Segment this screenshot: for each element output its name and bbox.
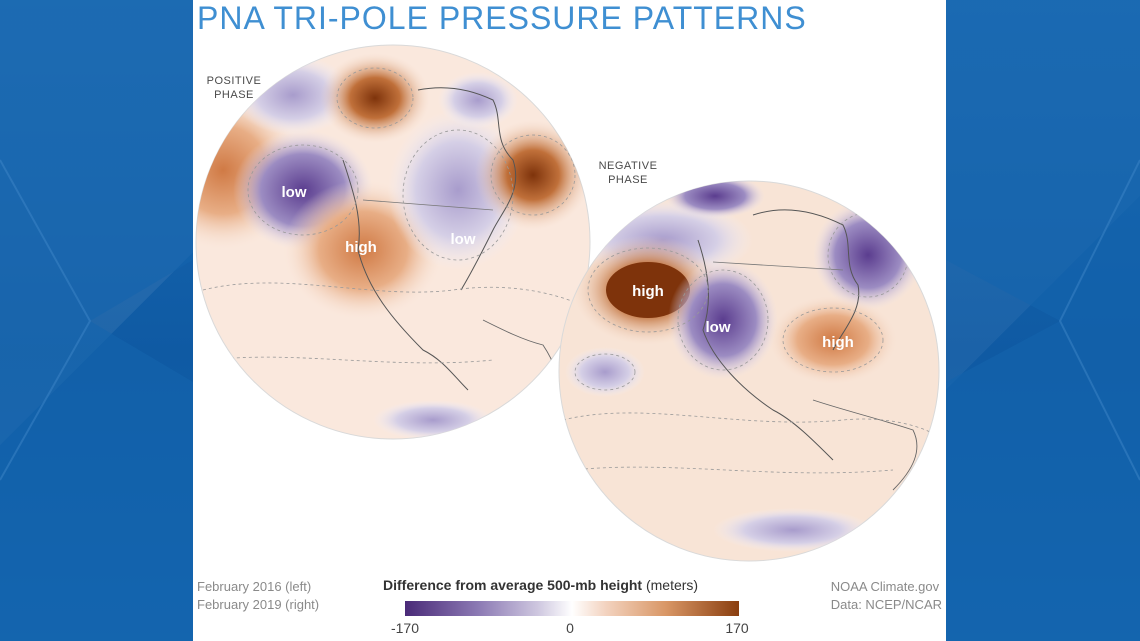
legend-title-unit: (meters) — [642, 577, 699, 593]
globes-map: low high low — [195, 44, 940, 562]
date-right: February 2019 (right) — [197, 597, 320, 612]
map-panel: PNA TRI-POLE PRESSURE PATTERNS POSITIVE … — [193, 0, 946, 641]
legend-title: Difference from average 500-mb height (m… — [383, 577, 698, 593]
negative-phase-line2: PHASE — [608, 174, 648, 186]
page-title: PNA TRI-POLE PRESSURE PATTERNS — [197, 0, 807, 36]
credit-line1: NOAA Climate.gov — [830, 579, 940, 594]
positive-phase-line2: PHASE — [214, 89, 254, 101]
positive-phase-label: POSITIVE PHASE — [195, 74, 273, 102]
negative-phase-line1: NEGATIVE — [598, 160, 658, 172]
negative-low-west-label: low — [706, 319, 731, 336]
positive-phase-globe: low high low — [195, 44, 591, 440]
negative-high-pacific-label: high — [632, 283, 664, 300]
negative-phase-globe: high low high — [558, 180, 940, 562]
legend-mid-tick: 0 — [566, 620, 574, 636]
legend-colorbar — [405, 601, 739, 616]
negative-phase-label: NEGATIVE PHASE — [593, 159, 663, 187]
credits: NOAA Climate.gov Data: NCEP/NCAR — [831, 578, 942, 614]
date-notes: February 2016 (left) February 2019 (righ… — [197, 578, 319, 614]
legend-max-tick: 170 — [725, 620, 749, 636]
legend-min-tick: -170 — [390, 620, 420, 636]
negative-high-east-label: high — [822, 334, 854, 351]
date-left: February 2016 (left) — [197, 579, 312, 594]
positive-low-pacific-label: low — [282, 184, 307, 201]
credit-line2: Data: NCEP/NCAR — [830, 597, 942, 612]
positive-low-east-label: low — [451, 231, 476, 248]
positive-high-west-label: high — [345, 239, 377, 256]
positive-phase-line1: POSITIVE — [206, 75, 262, 87]
legend-title-bold: Difference from average 500-mb height — [383, 577, 643, 593]
